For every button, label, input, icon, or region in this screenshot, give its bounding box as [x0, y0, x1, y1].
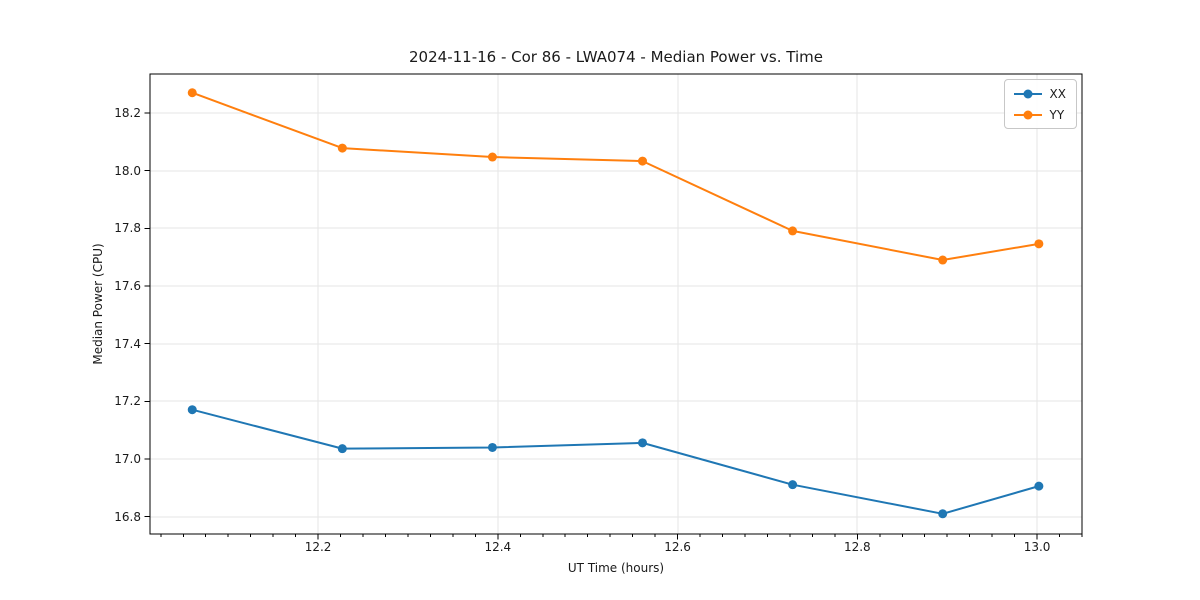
data-point-yy — [638, 156, 648, 166]
x-tick-label: 12.8 — [843, 540, 871, 554]
data-point-yy — [788, 226, 798, 236]
data-point-xx — [487, 442, 497, 452]
y-tick-label: 18.2 — [114, 105, 141, 120]
legend-swatch-yy-icon — [1013, 110, 1042, 119]
data-point-yy — [187, 88, 197, 98]
data-point-yy — [487, 152, 497, 162]
y-tick-label: 18.0 — [114, 163, 141, 178]
legend-label-yy: YY — [1049, 107, 1065, 122]
y-tick-label: 17.6 — [114, 278, 141, 293]
y-tick-label: 17.4 — [114, 336, 141, 351]
x-tick-label: 12.2 — [304, 540, 332, 554]
x-tick-label: 13.0 — [1023, 540, 1051, 554]
data-point-xx — [337, 444, 347, 454]
legend-item-yy: YY — [1013, 106, 1066, 123]
y-tick-label: 16.8 — [114, 509, 141, 524]
series-line-xx — [191, 408, 1040, 515]
legend-item-xx: XX — [1013, 85, 1066, 102]
x-tick-label: 12.6 — [664, 540, 691, 554]
data-point-xx — [938, 509, 948, 519]
data-point-yy — [337, 143, 347, 153]
legend-swatch-xx-icon — [1013, 89, 1042, 98]
data-point-xx — [788, 480, 798, 490]
x-tick-label: 12.4 — [484, 540, 512, 554]
series-line-yy — [191, 91, 1040, 262]
chart-title: 2024-11-16 - Cor 86 - LWA074 - Median Po… — [409, 48, 823, 66]
y-tick-label: 17.2 — [114, 394, 141, 409]
x-axis-label: UT Time (hours) — [567, 561, 665, 575]
legend: XX YY — [1003, 79, 1077, 129]
legend-label-xx: XX — [1049, 86, 1066, 101]
data-point-yy — [938, 255, 948, 265]
data-point-yy — [1034, 239, 1044, 249]
data-point-xx — [1034, 481, 1044, 491]
plot-spines — [149, 73, 1083, 535]
y-tick-label: 17.8 — [114, 221, 141, 236]
data-point-xx — [638, 438, 648, 448]
data-point-xx — [187, 405, 197, 415]
y-tick-label: 17.0 — [114, 452, 141, 467]
